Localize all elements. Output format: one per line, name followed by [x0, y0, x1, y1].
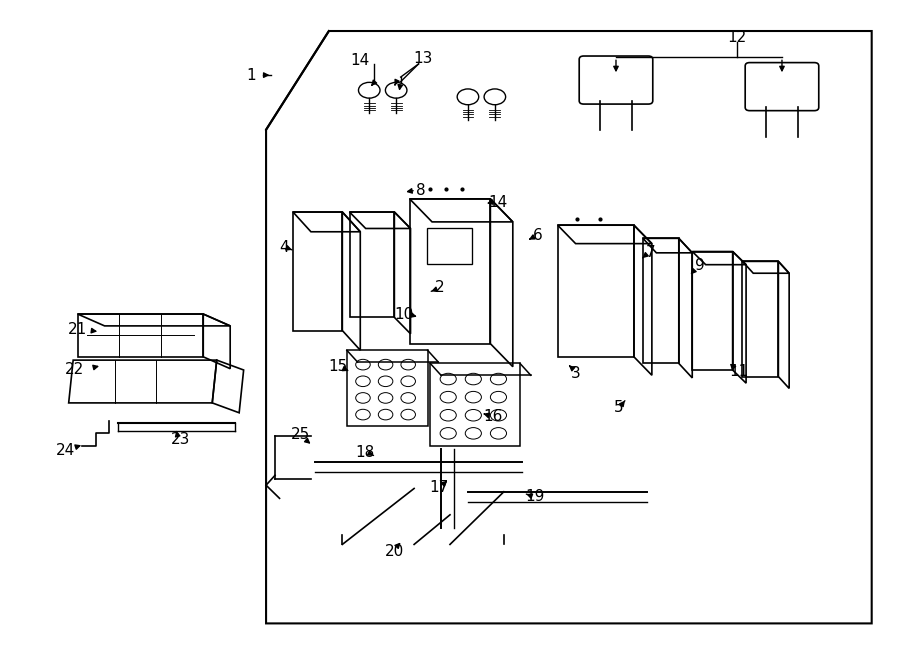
Text: 11: 11 [729, 364, 749, 379]
Text: 3: 3 [571, 366, 580, 381]
Text: 18: 18 [356, 445, 374, 460]
Bar [346, 350, 428, 426]
Text: 25: 25 [291, 427, 310, 442]
Text: 2: 2 [435, 280, 444, 295]
Text: 8: 8 [417, 183, 426, 198]
Text: 7: 7 [646, 245, 656, 260]
FancyBboxPatch shape [580, 56, 652, 104]
Text: 16: 16 [483, 408, 503, 424]
Text: 14: 14 [351, 53, 370, 68]
Bar [428, 228, 472, 264]
Text: 1: 1 [246, 67, 256, 83]
Text: 23: 23 [171, 432, 191, 447]
Text: 14: 14 [488, 194, 508, 210]
FancyBboxPatch shape [745, 63, 819, 110]
Text: 24: 24 [57, 443, 76, 458]
Text: 5: 5 [614, 400, 624, 415]
Text: 6: 6 [533, 227, 543, 243]
Text: 19: 19 [526, 489, 544, 504]
Text: 10: 10 [394, 307, 414, 321]
Text: 20: 20 [384, 543, 404, 559]
Text: 15: 15 [328, 359, 347, 374]
Text: 21: 21 [68, 322, 87, 336]
Text: 9: 9 [695, 258, 705, 274]
Bar [430, 364, 520, 446]
Text: 22: 22 [66, 362, 85, 377]
Text: 4: 4 [279, 240, 289, 255]
Text: 12: 12 [727, 30, 747, 45]
Text: 17: 17 [429, 480, 449, 494]
Text: 13: 13 [413, 51, 433, 66]
